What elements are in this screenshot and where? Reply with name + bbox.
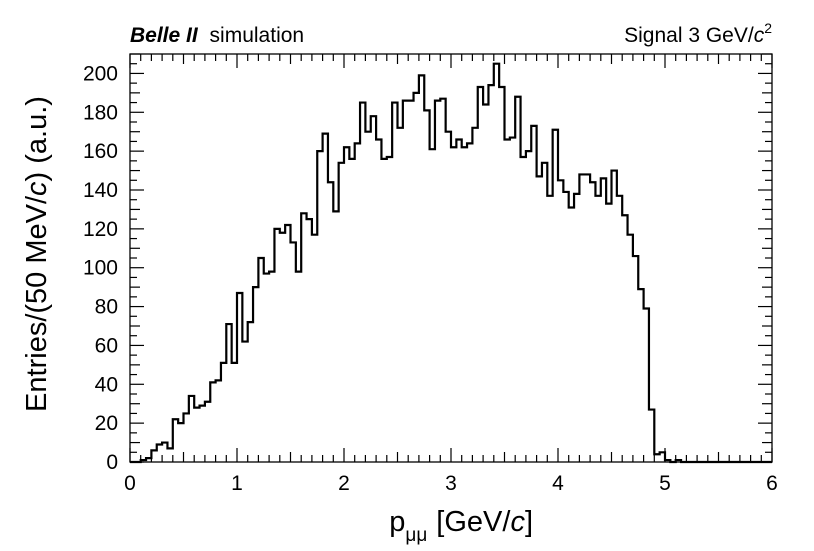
title-left: Belle II simulation [130, 24, 304, 47]
plot-frame [129, 53, 773, 463]
x-tick-labels: 0 1 2 3 4 5 6 [124, 472, 778, 495]
title-simulation: simulation [210, 24, 305, 47]
y-tick-label: 100 [83, 257, 118, 280]
axis-ticks [129, 53, 773, 463]
y-tick-label: 40 [95, 373, 118, 396]
title-belle-ii: Belle II [130, 24, 199, 47]
y-tick-label: 180 [83, 101, 118, 124]
x-tick-label: 2 [338, 472, 350, 495]
y-axis-label: Entries/(50 MeV/c) (a.u.) [21, 96, 53, 412]
x-tick-label: 6 [766, 472, 778, 495]
y-tick-labels: 0 20 40 60 80 100 120 140 160 180 200 [83, 62, 118, 474]
histogram-series [130, 62, 772, 464]
y-tick-label: 0 [106, 451, 118, 474]
y-tick-label: 160 [83, 140, 118, 163]
x-tick-label: 1 [231, 472, 243, 495]
y-tick-label: 200 [83, 62, 118, 85]
y-tick-label: 20 [95, 412, 118, 435]
x-axis-label: pμμ [GeV/c] [389, 506, 533, 546]
y-tick-label: 60 [95, 334, 118, 357]
x-tick-label: 5 [659, 472, 671, 495]
title-right: Signal 3 GeV/c2 [624, 20, 772, 47]
y-tick-label: 80 [95, 296, 118, 319]
y-tick-label: 120 [83, 218, 118, 241]
x-tick-label: 0 [124, 472, 136, 495]
x-tick-label: 4 [552, 472, 564, 495]
x-tick-label: 3 [445, 472, 457, 495]
y-tick-label: 140 [83, 179, 118, 202]
